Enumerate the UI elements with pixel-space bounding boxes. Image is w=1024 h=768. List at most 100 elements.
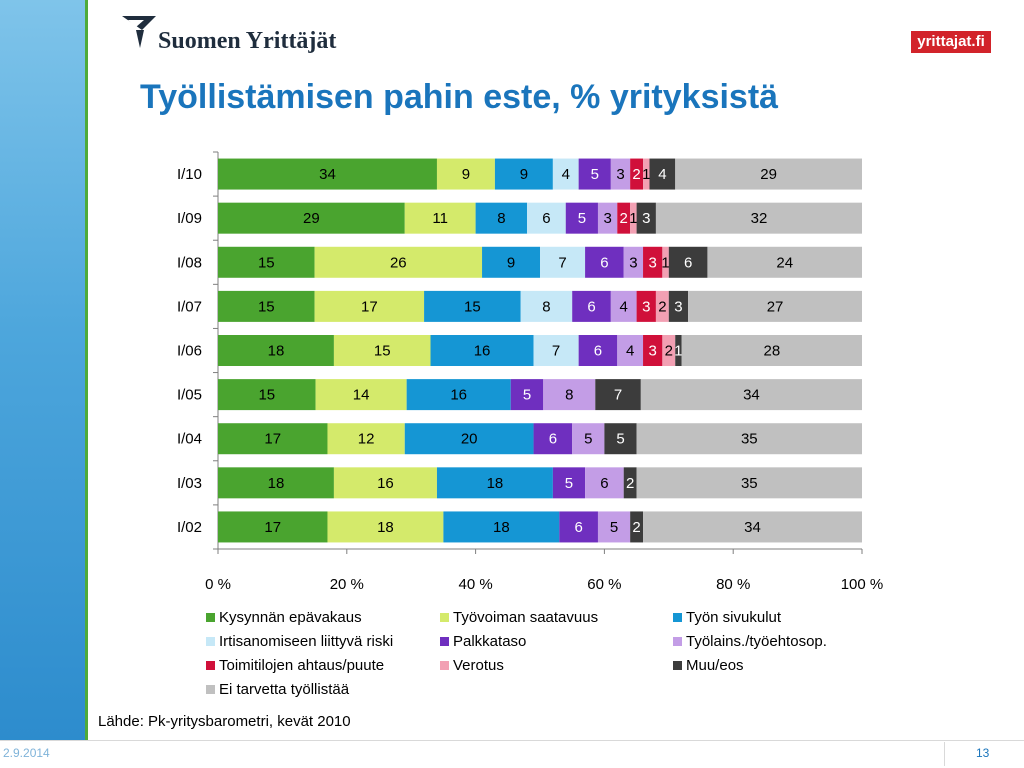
data-label: 14 — [353, 387, 370, 404]
data-label: 15 — [258, 387, 275, 404]
y-tick-label: I/08 — [177, 254, 202, 271]
bar-segment — [327, 511, 444, 543]
bar-segment — [688, 290, 862, 322]
legend-swatch — [673, 613, 682, 622]
footer-date: 2.9.2014 — [3, 746, 50, 760]
data-label: 15 — [258, 254, 275, 271]
bar-segment — [218, 246, 315, 278]
x-tick-label: 80 % — [716, 576, 750, 593]
bar-segment — [655, 202, 862, 234]
data-label: 2 — [658, 298, 666, 315]
bar-segment — [406, 379, 511, 411]
x-tick-label: 40 % — [458, 576, 492, 593]
data-label: 3 — [629, 254, 637, 271]
bar-segment — [623, 467, 637, 499]
data-label: 5 — [584, 431, 592, 448]
data-label: 6 — [600, 475, 608, 492]
footer-divider — [0, 740, 1024, 741]
y-tick-label: I/03 — [177, 475, 202, 492]
data-label: 29 — [303, 210, 320, 227]
data-label: 24 — [776, 254, 793, 271]
data-label: 4 — [620, 298, 628, 315]
bar-segment — [527, 202, 566, 234]
side-decoration — [0, 0, 85, 740]
bar-segment — [655, 290, 669, 322]
bar-segment — [636, 467, 862, 499]
y-tick-label: I/04 — [177, 431, 202, 448]
data-label: 15 — [464, 298, 481, 315]
legend-item: Toimitilojen ahtaus/puute — [206, 657, 384, 674]
bar-segment — [662, 335, 676, 366]
bar-segment — [430, 335, 534, 366]
data-label: 9 — [520, 166, 528, 183]
data-label: 16 — [474, 343, 491, 360]
bar-segment — [333, 335, 431, 366]
data-label: 16 — [377, 475, 394, 492]
bar-segment — [218, 290, 315, 322]
data-label: 7 — [614, 387, 622, 404]
bar-segment — [540, 246, 586, 278]
legend-label: Kysynnän epävakaus — [219, 609, 362, 626]
bar-segment — [520, 290, 573, 322]
data-label: 15 — [374, 343, 391, 360]
data-label: 3 — [603, 210, 611, 227]
data-label: 18 — [377, 519, 394, 536]
data-label: 6 — [542, 210, 550, 227]
bar-segment — [218, 202, 405, 234]
legend-swatch — [440, 661, 449, 670]
legend-swatch — [440, 637, 449, 646]
bar-segment — [668, 246, 708, 278]
legend-item: Työvoiman saatavuus — [440, 609, 598, 626]
bar-segment — [675, 158, 862, 190]
bar-segment — [482, 246, 540, 278]
bar-segment — [404, 423, 534, 455]
data-label: 5 — [523, 387, 531, 404]
legend-label: Ei tarvetta työllistää — [219, 681, 350, 698]
bar-segment — [604, 423, 637, 455]
data-label: 6 — [549, 431, 557, 448]
data-label: 9 — [507, 254, 515, 271]
bar-segment — [623, 246, 644, 278]
page-title: Työllistämisen pahin este, % yrityksistä — [140, 78, 779, 116]
legend-label: Muu/eos — [686, 657, 744, 674]
data-label: 3 — [674, 298, 682, 315]
legend-swatch — [206, 637, 215, 646]
bar-segment — [559, 511, 598, 543]
data-label: 27 — [767, 298, 784, 315]
data-label: 34 — [743, 387, 760, 404]
data-label: 17 — [264, 431, 281, 448]
data-label: 2 — [632, 166, 640, 183]
bar-segment — [443, 511, 560, 543]
bar-segment — [218, 335, 334, 366]
bar-segment — [533, 423, 573, 455]
bar-segment — [636, 423, 862, 455]
data-label: 5 — [616, 431, 624, 448]
bar-segment — [636, 202, 656, 234]
bar-segment — [662, 246, 669, 278]
data-label: 1 — [661, 254, 669, 271]
bar-segment — [597, 202, 618, 234]
data-label: 1 — [629, 210, 637, 227]
data-label: 35 — [741, 431, 758, 448]
data-label: 34 — [744, 519, 761, 536]
bar-segment — [630, 202, 637, 234]
data-label: 6 — [587, 298, 595, 315]
legend-item: Muu/eos — [673, 657, 744, 674]
footer-separator — [944, 742, 945, 766]
data-label: 3 — [649, 254, 657, 271]
brand-badge[interactable]: yrittajat.fi — [911, 31, 991, 53]
bar-segment — [668, 290, 689, 322]
data-label: 5 — [610, 519, 618, 536]
y-tick-label: I/06 — [177, 343, 202, 360]
bar-segment — [404, 202, 476, 234]
data-label: 2 — [620, 210, 628, 227]
bar-segment — [597, 511, 631, 543]
data-label: 6 — [684, 254, 692, 271]
bar-segment — [585, 246, 624, 278]
data-label: 2 — [626, 475, 634, 492]
data-label: 11 — [432, 210, 448, 227]
legend-label: Työlains./työehtosop. — [686, 633, 827, 650]
data-label: 32 — [751, 210, 768, 227]
y-tick-label: I/09 — [177, 210, 202, 227]
bar-segment — [218, 158, 437, 190]
